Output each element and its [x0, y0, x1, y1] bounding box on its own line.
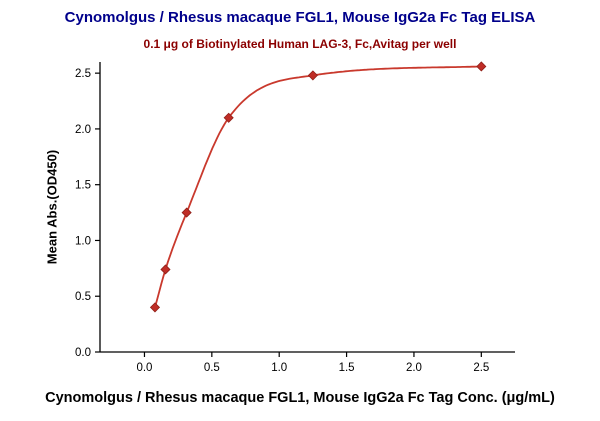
y-tick-label: 2.5 — [75, 68, 91, 80]
y-tick-label: 0.0 — [75, 347, 91, 359]
y-axis-label: Mean Abs.(OD450) — [44, 149, 60, 265]
y-tick-label: 2.0 — [75, 124, 91, 136]
x-tick-label: 0.5 — [204, 362, 220, 374]
y-tick-label: 0.5 — [75, 291, 91, 303]
chart-subtitle: 0.1 μg of Biotinylated Human LAG-3, Fc,A… — [143, 37, 457, 51]
x-tick-label: 2.5 — [473, 362, 489, 374]
data-point-marker — [223, 112, 234, 123]
data-point-marker — [149, 302, 161, 313]
data-point-marker — [476, 61, 487, 72]
fit-curve — [154, 65, 483, 309]
data-point-marker — [307, 70, 318, 81]
x-tick-label: 1.5 — [339, 362, 355, 374]
x-tick-label: 0.0 — [136, 362, 152, 374]
y-tick-label: 1.5 — [75, 180, 91, 192]
x-tick-label: 2.0 — [406, 362, 422, 374]
chart-title: Cynomolgus / Rhesus macaque FGL1, Mouse … — [64, 9, 536, 26]
data-point-marker — [181, 207, 192, 218]
x-tick-label: 1.0 — [271, 362, 287, 374]
x-axis-label: Cynomolgus / Rhesus macaque FGL1, Mouse … — [45, 390, 555, 406]
y-tick-label: 1.0 — [75, 235, 91, 247]
data-point-marker — [160, 264, 171, 275]
